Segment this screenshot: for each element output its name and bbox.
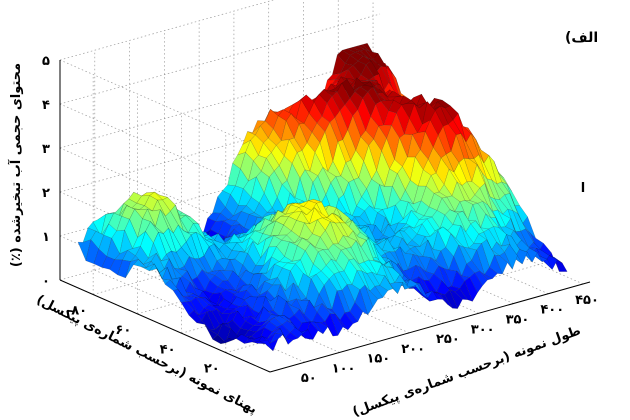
z-tick-label: ۰ <box>42 274 50 289</box>
surface-cell <box>259 339 274 351</box>
x-tick-label: ۱۰۰ <box>332 361 356 376</box>
x-tick-label: ۳۰۰ <box>471 322 495 337</box>
axes-layer <box>59 60 591 373</box>
x-tick-label: ۵۰ <box>301 371 317 386</box>
x-tick-label: ۱۵۰ <box>366 352 390 367</box>
x-axis-line <box>269 281 591 373</box>
x-tick-label: ۴۵۰ <box>575 293 599 308</box>
grid-line-back-z <box>59 13 381 105</box>
z-axis-label: محتوای حجمی آب تبخیرشده (٪) <box>7 63 24 267</box>
surface-layer <box>77 43 568 352</box>
z-tick-label: ۴ <box>42 98 50 113</box>
panel-label: الف) <box>565 30 598 46</box>
z-tick-label: ۱ <box>42 230 50 245</box>
x-tick-label: ۳۵۰ <box>506 313 530 328</box>
y-axis-line <box>59 279 271 373</box>
z-tick-label: ۳ <box>42 142 50 157</box>
x-tick-label: ۲۰۰ <box>401 342 425 357</box>
grid-line-left-z <box>59 59 271 153</box>
z-tick-label: ۵ <box>42 54 50 69</box>
y-tick-label: ۸۰ <box>71 304 87 319</box>
y-tick-label: ۲۰ <box>204 362 220 377</box>
x-tick-label: ۴۰۰ <box>540 303 564 318</box>
z-tick-label: ۲ <box>42 186 50 201</box>
grid-line-back-z <box>59 57 381 149</box>
grid-line-back-z <box>59 0 275 61</box>
x-axis-label: طول نمونه (برحسب شماره‌ی پیکسل) <box>351 323 583 420</box>
x-tick-label: ۲۵۰ <box>436 332 460 347</box>
y-tick-label: ۶۰ <box>115 323 131 338</box>
ticks-layer: ۵۰ ۱۰۰ ۱۵۰ ۲۰۰ ۲۵۰ ۳۰۰ ۳۵۰ ۴۰۰ ۴۵۰ ۲۰ ۴۰ ۶۰ ۸۰ ۰ ۱ ۲ ۳ ۴ ۵ <box>42 54 599 386</box>
right-edge-text: ا <box>581 181 585 196</box>
y-tick-label: ۴۰ <box>160 342 176 357</box>
